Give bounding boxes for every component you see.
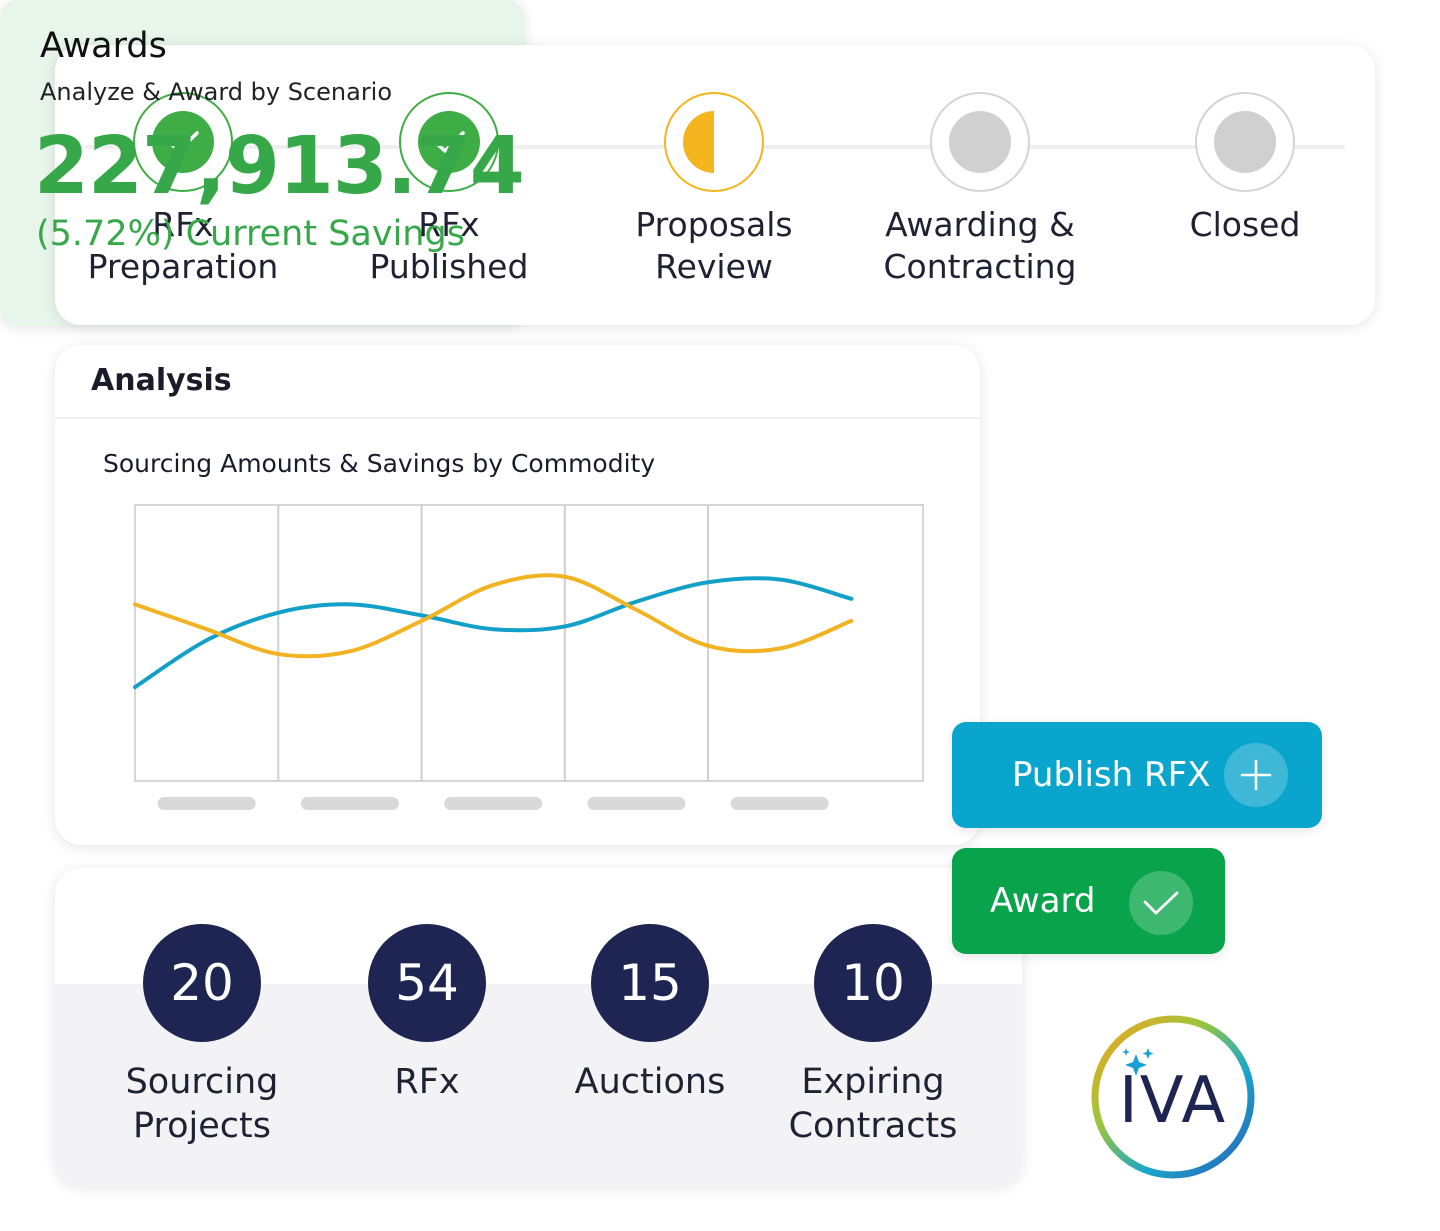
stat-expiring-contracts[interactable]: 10 Expiring Contracts — [753, 924, 993, 1148]
x-axis-label-placeholder — [730, 797, 829, 810]
iva-logo[interactable]: IVA — [1088, 1012, 1258, 1182]
award-button[interactable]: Award — [952, 848, 1225, 954]
awards-subtitle: Analyze & Award by Scenario — [40, 78, 393, 106]
stat-label: Expiring Contracts — [788, 1062, 958, 1146]
stat-label: Auctions — [574, 1062, 726, 1102]
stat-count-badge: 10 — [814, 924, 932, 1042]
x-axis-label-placeholder — [444, 797, 543, 810]
awards-savings: (5.72%) Current Savings — [36, 214, 465, 254]
awards-amount: 227,913.74 — [34, 120, 525, 212]
x-axis-label-placeholder — [300, 797, 399, 810]
stat-label: RFx — [394, 1062, 460, 1102]
x-axis-label-placeholder — [587, 797, 686, 810]
step-label: RFx Published — [369, 205, 529, 286]
chart-series-line-2 — [133, 573, 854, 659]
stat-count-badge: 54 — [368, 924, 486, 1042]
step-closed[interactable]: Closed — [1125, 92, 1365, 246]
step-proposals-review[interactable]: Proposals Review — [594, 92, 834, 288]
check-icon — [1129, 871, 1193, 935]
chart-series-line-1 — [133, 576, 854, 690]
chart-plot-area — [134, 504, 924, 782]
chart-title: Sourcing Amounts & Savings by Commodity — [103, 449, 656, 478]
x-axis-label-placeholder — [157, 797, 256, 810]
step-status-ring — [1195, 92, 1295, 192]
step-status-ring — [399, 92, 499, 192]
summary-stats-panel: 20 Sourcing Projects 54 RFx 15 Auctions … — [55, 868, 1022, 1186]
awards-title: Awards — [40, 26, 167, 66]
step-label: Proposals Review — [635, 205, 793, 286]
sourcing-savings-line-chart — [133, 504, 924, 810]
check-icon — [152, 111, 214, 173]
step-status-ring — [664, 92, 764, 192]
publish-rfx-button[interactable]: Publish RFX — [952, 722, 1322, 828]
plus-icon — [1224, 743, 1288, 807]
sparkle-icon — [1122, 1048, 1154, 1076]
analysis-header: Analysis — [55, 345, 980, 419]
publish-rfx-label: Publish RFX — [1012, 755, 1211, 795]
analysis-panel: Analysis Sourcing Amounts & Savings by C… — [55, 345, 980, 845]
check-icon — [418, 111, 480, 173]
stat-rfx[interactable]: 54 RFx — [307, 924, 547, 1104]
pending-dot-icon — [1214, 111, 1276, 173]
step-awarding-contracting[interactable]: Awarding & Contracting — [860, 92, 1100, 288]
stat-auctions[interactable]: 15 Auctions — [530, 924, 770, 1104]
iva-logo-text: IVA — [1118, 1064, 1228, 1138]
stat-label: Sourcing Projects — [125, 1062, 279, 1146]
step-rfx-published[interactable]: RFx Published — [329, 92, 569, 288]
step-label: RFx Preparation — [87, 205, 279, 286]
rfx-progress-stepper: RFx Preparation RFx Published Proposals … — [55, 45, 1375, 325]
step-status-ring — [930, 92, 1030, 192]
step-status-ring — [133, 92, 233, 192]
analysis-title: Analysis — [91, 363, 232, 398]
stat-count-badge: 15 — [591, 924, 709, 1042]
stat-count-badge: 20 — [143, 924, 261, 1042]
iva-logo-ring — [1091, 1015, 1255, 1179]
pending-dot-icon — [949, 111, 1011, 173]
step-rfx-preparation[interactable]: RFx Preparation — [63, 92, 303, 288]
step-label: Closed — [1189, 205, 1301, 244]
stat-sourcing-projects[interactable]: 20 Sourcing Projects — [82, 924, 322, 1148]
award-label: Award — [990, 881, 1096, 921]
half-circle-icon — [683, 111, 745, 173]
step-label: Awarding & Contracting — [883, 205, 1077, 286]
